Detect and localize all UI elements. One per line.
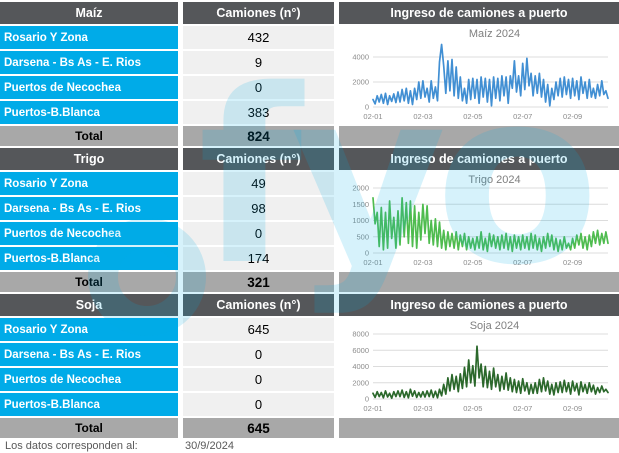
svg-text:1000: 1000: [352, 216, 369, 225]
svg-text:1500: 1500: [352, 200, 369, 209]
svg-text:02-07: 02-07: [513, 112, 532, 121]
trigo-row-value-necochea: 0: [183, 222, 334, 245]
maiz-row-value-rosario: 432: [183, 26, 334, 49]
maiz-chart: 0 2000 4000 02-01 02-03 02-05 02-07 02-09 Maíz 2…: [352, 28, 609, 121]
maiz-total-filler: [339, 126, 619, 146]
svg-text:02-07: 02-07: [513, 258, 532, 267]
soja-total-label: Total: [0, 418, 178, 438]
trigo-chart-panel-header: Ingreso de camiones a puerto: [339, 148, 619, 170]
footer-date: 30/9/2024: [185, 440, 234, 452]
soja-camiones-column-header: Camiones (n°): [183, 294, 334, 316]
maiz-row-label-necochea: Puertos de Necochea: [0, 76, 178, 99]
maiz-total-value: 824: [183, 126, 334, 146]
svg-text:Maíz 2024: Maíz 2024: [469, 28, 520, 40]
soja-row-value-rosario: 645: [183, 318, 334, 341]
trigo-row-value-rosario: 49: [183, 172, 334, 195]
trigo-chart: 0 500 1000 1500 2000 02-01 02-03 02-05 02-07 02-0…: [352, 174, 609, 267]
svg-text:0: 0: [365, 249, 369, 258]
soja-chart-panel: 0 2000 4000 6000 8000 02-01 02-03 02-05 02-07 02-…: [339, 318, 619, 416]
soja-row-value-bblanca: 0: [183, 393, 334, 416]
soja-total-value: 645: [183, 418, 334, 438]
trigo-row-label-necochea: Puertos de Necochea: [0, 222, 178, 245]
soja-table-header: Soja: [0, 294, 178, 316]
svg-text:Trigo 2024: Trigo 2024: [468, 174, 520, 186]
maiz-row-value-bblanca: 383: [183, 101, 334, 124]
soja-row-value-necochea: 0: [183, 368, 334, 391]
svg-text:2000: 2000: [352, 184, 369, 193]
maiz-chart-panel: 0 2000 4000 02-01 02-03 02-05 02-07 02-09 Maíz 2…: [339, 26, 619, 124]
trigo-row-label-bblanca: Puertos-B.Blanca: [0, 247, 178, 270]
svg-text:02-09: 02-09: [563, 258, 582, 267]
maiz-table-header: Maíz: [0, 2, 178, 24]
trigo-row-label-darsena: Darsena - Bs As - E. Rios: [0, 197, 178, 220]
svg-text:02-05: 02-05: [463, 112, 482, 121]
trigo-section: Trigo Camiones (n°) Ingreso de camiones …: [0, 148, 619, 292]
svg-text:02-05: 02-05: [463, 404, 482, 413]
maiz-chart-panel-header: Ingreso de camiones a puerto: [339, 2, 619, 24]
svg-text:02-03: 02-03: [413, 112, 432, 121]
trigo-total-filler: [339, 272, 619, 292]
maiz-row-value-necochea: 0: [183, 76, 334, 99]
trigo-camiones-column-header: Camiones (n°): [183, 148, 334, 170]
maiz-section: Maíz Camiones (n°) Ingreso de camiones a…: [0, 2, 619, 146]
trigo-row-label-rosario: Rosario Y Zona: [0, 172, 178, 195]
svg-text:0: 0: [365, 395, 369, 404]
footer: Los datos corresponden al: 30/9/2024: [0, 440, 619, 452]
soja-section: Soja Camiones (n°) Ingreso de camiones a…: [0, 294, 619, 438]
soja-row-label-darsena: Darsena - Bs As - E. Rios: [0, 343, 178, 366]
maiz-camiones-column-header: Camiones (n°): [183, 2, 334, 24]
trigo-row-value-darsena: 98: [183, 197, 334, 220]
svg-text:02-01: 02-01: [363, 258, 382, 267]
soja-row-label-necochea: Puertos de Necochea: [0, 368, 178, 391]
maiz-total-label: Total: [0, 126, 178, 146]
footer-label: Los datos corresponden al:: [5, 440, 138, 452]
maiz-row-value-darsena: 9: [183, 51, 334, 74]
svg-text:4000: 4000: [352, 53, 369, 62]
trigo-table-header: Trigo: [0, 148, 178, 170]
trigo-row-value-bblanca: 174: [183, 247, 334, 270]
soja-chart: 0 2000 4000 6000 8000 02-01 02-03 02-05 02-07 02-…: [352, 320, 609, 413]
svg-text:02-07: 02-07: [513, 404, 532, 413]
trigo-total-label: Total: [0, 272, 178, 292]
svg-text:02-01: 02-01: [363, 404, 382, 413]
svg-text:02-01: 02-01: [363, 112, 382, 121]
soja-row-label-bblanca: Puertos-B.Blanca: [0, 393, 178, 416]
svg-text:6000: 6000: [352, 346, 369, 355]
svg-text:4000: 4000: [352, 362, 369, 371]
svg-text:02-09: 02-09: [563, 404, 582, 413]
trigo-chart-panel: 0 500 1000 1500 2000 02-01 02-03 02-05 02-07 02-0…: [339, 172, 619, 270]
svg-text:0: 0: [365, 103, 369, 112]
soja-total-filler: [339, 418, 619, 438]
svg-text:8000: 8000: [352, 330, 369, 339]
svg-text:02-03: 02-03: [413, 258, 432, 267]
maiz-row-label-rosario: Rosario Y Zona: [0, 26, 178, 49]
svg-text:Soja 2024: Soja 2024: [470, 320, 520, 332]
maiz-row-label-bblanca: Puertos-B.Blanca: [0, 101, 178, 124]
soja-row-value-darsena: 0: [183, 343, 334, 366]
svg-text:500: 500: [356, 232, 369, 241]
svg-text:2000: 2000: [352, 378, 369, 387]
soja-chart-panel-header: Ingreso de camiones a puerto: [339, 294, 619, 316]
soja-row-label-rosario: Rosario Y Zona: [0, 318, 178, 341]
maiz-row-label-darsena: Darsena - Bs As - E. Rios: [0, 51, 178, 74]
trigo-total-value: 321: [183, 272, 334, 292]
svg-text:02-09: 02-09: [563, 112, 582, 121]
svg-text:02-03: 02-03: [413, 404, 432, 413]
svg-text:2000: 2000: [352, 78, 369, 87]
svg-text:02-05: 02-05: [463, 258, 482, 267]
